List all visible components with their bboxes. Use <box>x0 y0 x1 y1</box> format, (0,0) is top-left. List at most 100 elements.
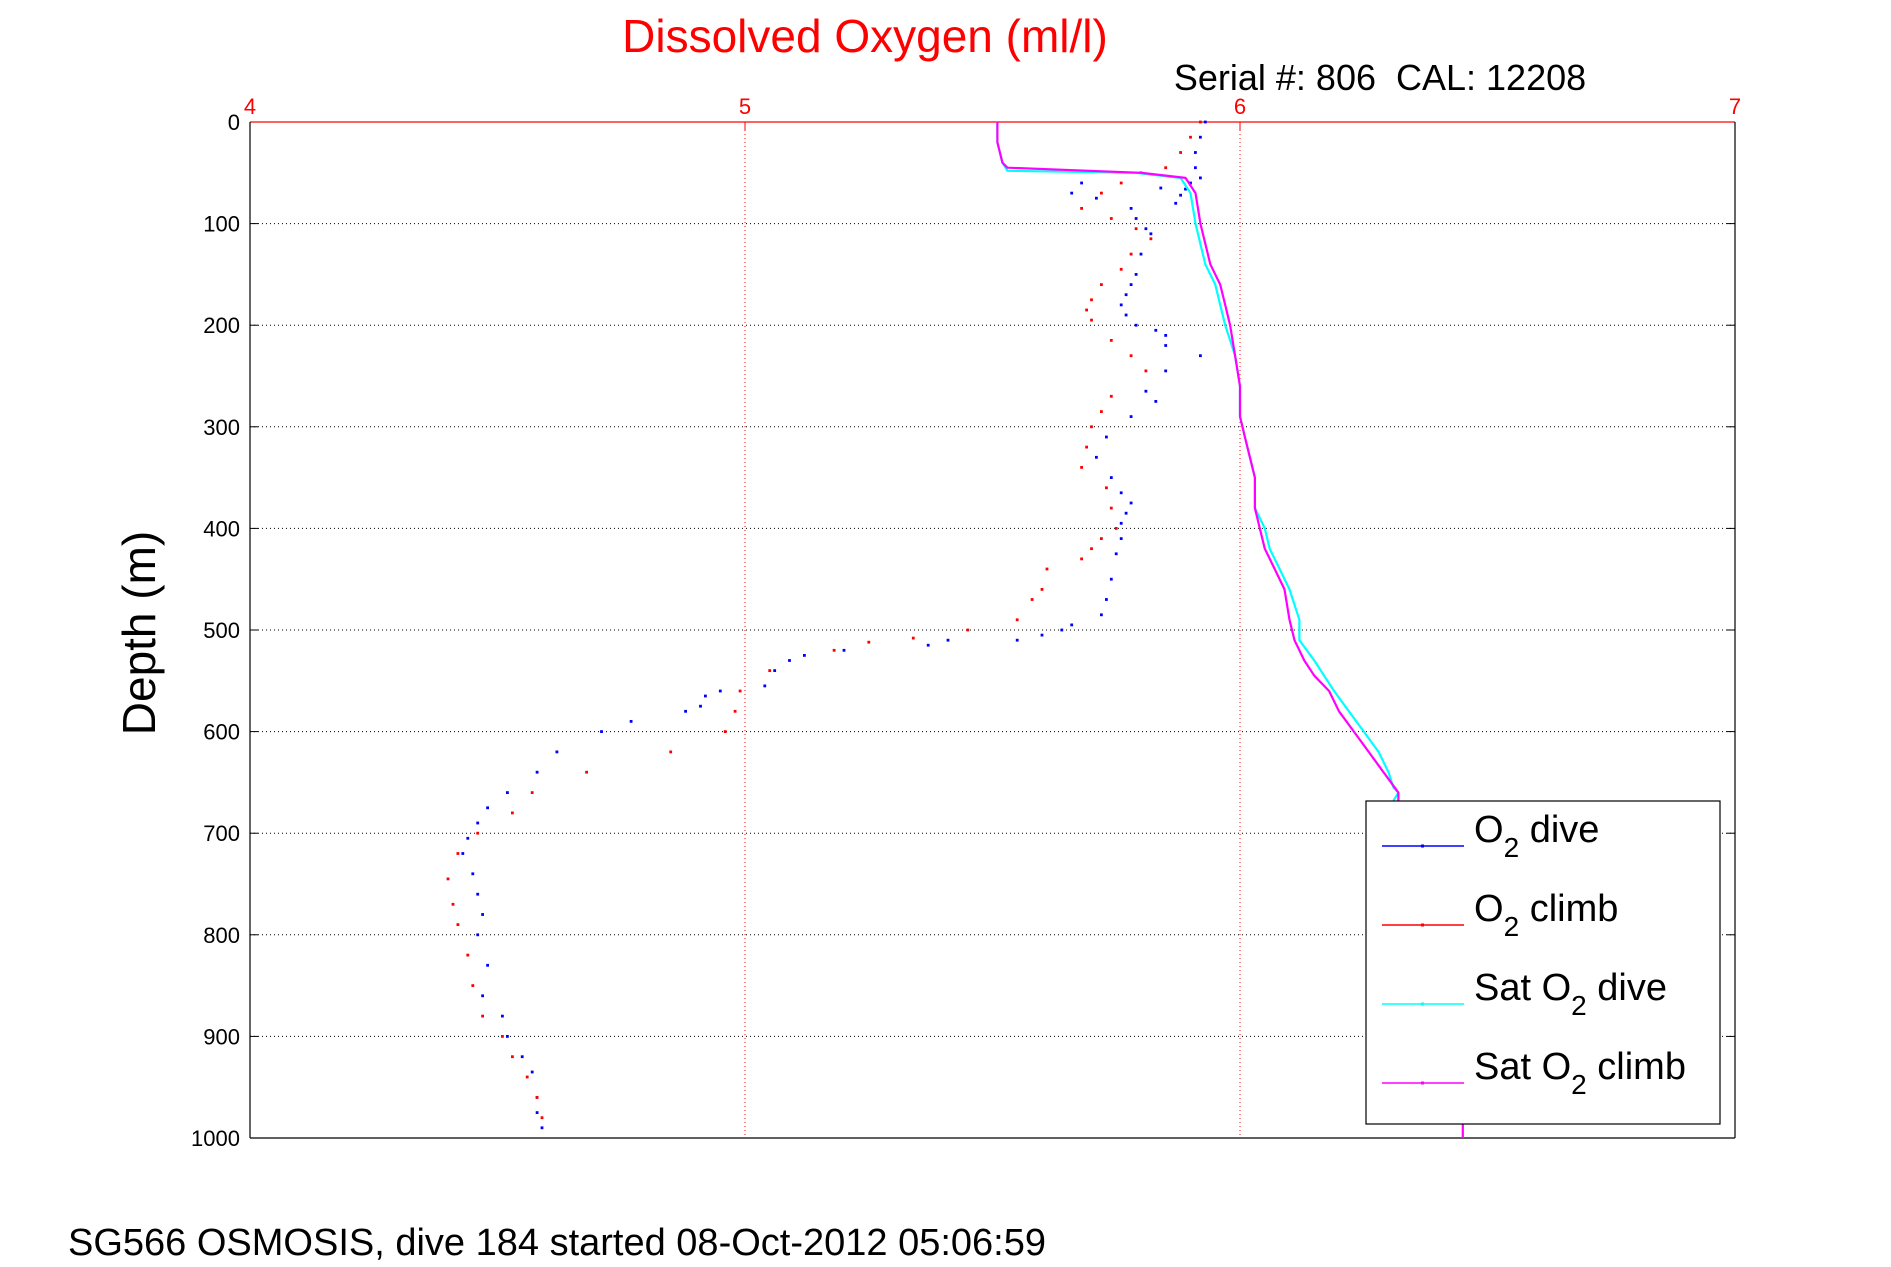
data-point <box>1144 389 1148 393</box>
series-sat-climb <box>996 122 1464 1138</box>
data-point <box>1080 207 1083 210</box>
data-point <box>788 659 791 662</box>
data-point <box>1080 557 1083 561</box>
data-point <box>486 963 489 967</box>
data-point <box>1129 283 1133 286</box>
y-tick-label: 1000 <box>191 1126 240 1151</box>
data-point <box>1015 638 1019 642</box>
data-point <box>1179 193 1182 197</box>
data-point <box>684 709 687 713</box>
data-point <box>476 831 480 835</box>
data-point <box>461 852 465 855</box>
data-point <box>1095 196 1098 200</box>
data-point <box>1109 339 1113 342</box>
data-point <box>1129 354 1133 358</box>
data-point <box>1124 293 1128 297</box>
data-point <box>466 836 470 840</box>
data-point <box>1080 181 1083 185</box>
data-point <box>1129 501 1133 505</box>
data-point <box>768 669 772 672</box>
data-point <box>501 1014 504 1018</box>
data-point <box>1109 476 1113 479</box>
data-point <box>1129 252 1133 256</box>
data-point <box>669 750 673 754</box>
data-point <box>1040 588 1044 591</box>
legend-label: Sat O2 climb <box>1474 1046 1686 1100</box>
legend-label-suffix: dive <box>1519 809 1599 851</box>
legend-label: O2 dive <box>1474 809 1599 863</box>
data-point <box>506 791 509 794</box>
data-point <box>1030 598 1034 601</box>
data-point <box>738 689 742 693</box>
y-tick-label: 500 <box>203 618 240 643</box>
data-point <box>585 770 588 774</box>
data-point <box>520 1055 524 1059</box>
legend-label-suffix: dive <box>1587 967 1667 1009</box>
series-line <box>996 122 1464 1138</box>
x-tick-label: 6 <box>1234 94 1246 119</box>
y-tick-label: 800 <box>203 923 240 948</box>
y-axis-label: Depth (m) <box>113 531 165 735</box>
data-point <box>1184 187 1187 191</box>
data-point <box>1159 186 1163 190</box>
data-point <box>926 643 930 647</box>
y-tick-label: 400 <box>203 516 240 541</box>
data-point <box>1100 283 1103 286</box>
data-point <box>946 638 950 642</box>
series-o2-climb <box>446 120 1202 1120</box>
data-point <box>1114 552 1118 556</box>
data-point <box>1090 298 1093 302</box>
data-point <box>1144 369 1148 373</box>
data-point <box>540 1116 544 1120</box>
data-point <box>1100 537 1103 540</box>
legend-item: O2 climb <box>1382 888 1618 942</box>
data-point <box>486 806 489 810</box>
legend-label-prefix: O <box>1474 809 1504 851</box>
data-point <box>1045 567 1049 571</box>
data-point <box>1134 227 1138 231</box>
data-point <box>773 669 777 672</box>
data-point <box>867 640 871 644</box>
data-point <box>1080 466 1083 469</box>
data-point <box>832 648 836 652</box>
data-point <box>1090 547 1093 551</box>
legend-label: O2 climb <box>1474 888 1618 942</box>
data-point <box>629 720 633 723</box>
data-point <box>1109 577 1113 581</box>
data-point <box>699 704 702 708</box>
legend-item: Sat O2 dive <box>1382 967 1667 1021</box>
x-tick-label: 4 <box>244 94 256 119</box>
data-point <box>1085 445 1088 449</box>
data-point <box>1189 135 1192 139</box>
data-point <box>1124 313 1128 317</box>
data-point <box>506 1035 509 1038</box>
legend-label-subscript: 2 <box>1504 911 1520 942</box>
data-point <box>481 913 484 916</box>
data-point <box>1105 598 1108 601</box>
dive-info-footer: SG566 OSMOSIS, dive 184 started 08-Oct-2… <box>68 1222 1046 1262</box>
data-point <box>1154 400 1158 403</box>
data-point <box>1144 227 1148 231</box>
data-point <box>471 984 475 987</box>
legend-marker <box>1421 1081 1424 1085</box>
data-point <box>1174 201 1178 205</box>
data-point <box>476 821 480 825</box>
data-point <box>1090 425 1093 429</box>
data-point <box>1124 511 1128 515</box>
legend-label: Sat O2 dive <box>1474 967 1667 1021</box>
data-point <box>842 648 846 652</box>
data-point <box>1119 521 1123 525</box>
legend-marker <box>1421 923 1424 927</box>
legend-label-suffix: climb <box>1519 888 1618 930</box>
data-point <box>1109 394 1113 398</box>
data-point <box>511 1055 514 1059</box>
data-point <box>555 750 559 754</box>
data-point <box>803 654 806 657</box>
data-point <box>763 684 767 688</box>
data-point <box>540 1126 544 1130</box>
data-point <box>1040 633 1044 637</box>
data-point <box>530 1070 534 1074</box>
legend-label-suffix: climb <box>1587 1046 1686 1088</box>
